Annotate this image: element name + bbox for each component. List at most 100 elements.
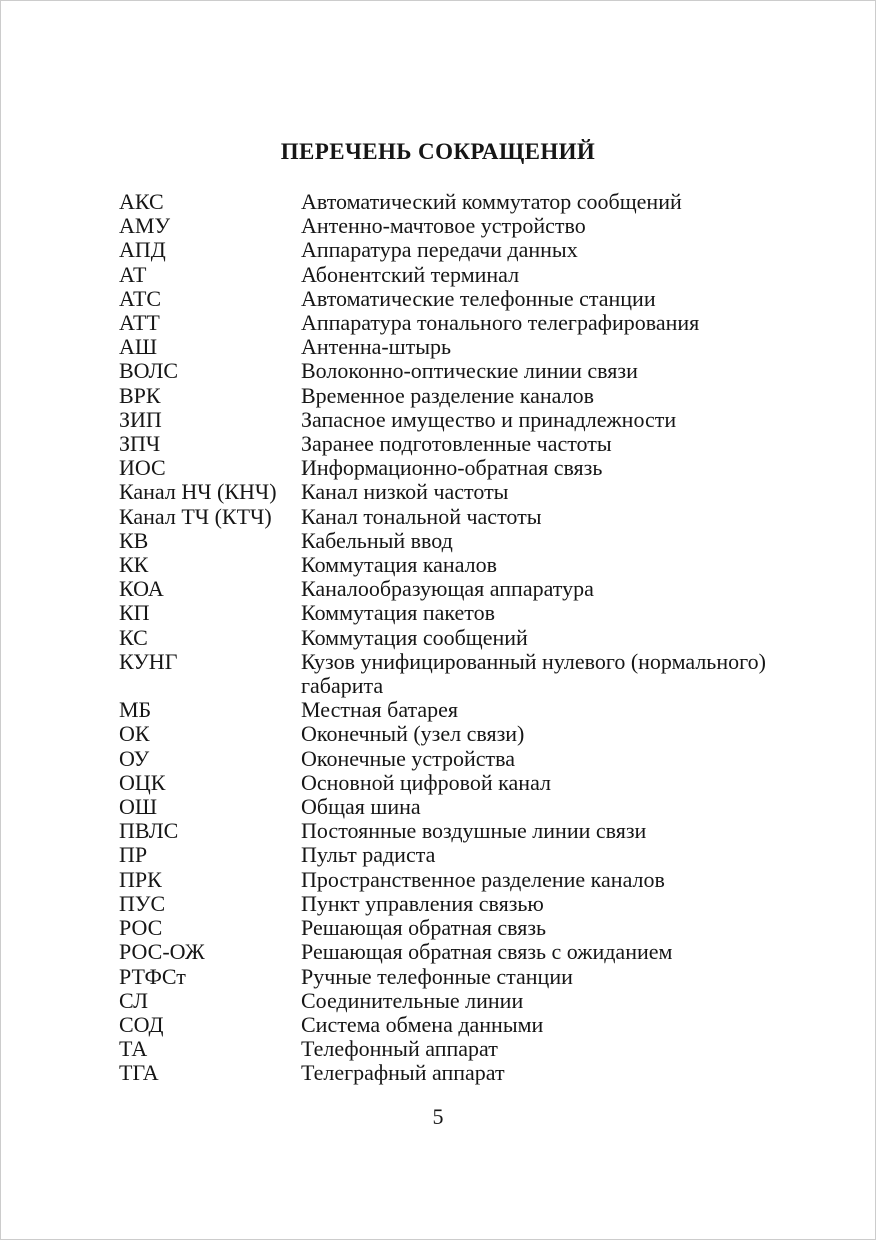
definition: Пункт управления связью <box>301 890 544 916</box>
definition-line: Антенно-мачтовое устройство <box>301 213 586 239</box>
definition-line: Система обмена данными <box>301 1011 544 1037</box>
list-item: КОА Каналообразующая аппаратура <box>119 577 766 601</box>
page-number: 5 <box>432 1104 444 1129</box>
definition-line: Кузов унифицированный нулевого (нормальн… <box>301 648 766 674</box>
definition: Кабельный ввод <box>301 527 453 553</box>
list-item: КП Коммутация пакетов <box>119 601 766 625</box>
abbreviation: ПВЛС <box>119 818 179 844</box>
definition: Коммутация пакетов <box>301 601 495 625</box>
list-item: РТФСт Ручные телефонные станции <box>119 964 766 989</box>
definition-line: Пункт управления связью <box>301 890 544 916</box>
definition-line: Абонентский терминал <box>301 261 520 287</box>
definition: Информационно-обратная связь <box>301 456 602 480</box>
definition: Основной цифровой канал <box>301 770 551 795</box>
definition: Антенно-мачтовое устройство <box>301 214 586 238</box>
list-item: ОУ Оконечные устройства <box>119 745 766 771</box>
list-item: ИОС Информационно-обратная связь <box>119 456 766 480</box>
list-item: КВ Кабельный ввод <box>119 527 766 553</box>
definition-line: Оконечные устройства <box>301 745 515 771</box>
definition: Оконечные устройства <box>301 745 515 771</box>
definition: Телеграфный аппарат <box>301 1061 505 1085</box>
abbreviation: АКС <box>119 189 164 214</box>
definition: Оконечный (узел связи) <box>301 722 524 746</box>
definition: Общая шина <box>301 794 421 819</box>
list-item: Канал ТЧ (КТЧ) Канал тональной частоты <box>119 503 766 529</box>
abbreviation: ТГА <box>119 1060 159 1086</box>
definition: Телефонный аппарат <box>301 1036 498 1061</box>
definition: Решающая обратная связь <box>301 915 547 941</box>
abbreviation: Канал ТЧ (КТЧ) <box>119 503 272 529</box>
abbreviation: АТТ <box>119 310 160 336</box>
list-item: АКС Автоматический коммутатор сообщений <box>119 189 766 214</box>
definition-line: Пульт радиста <box>301 842 436 868</box>
definition: Соединительные линии <box>301 988 523 1013</box>
definition-line: Временное разделение каналов <box>301 382 594 408</box>
abbreviation: ПРК <box>119 866 162 892</box>
definition-line: Канал тональной частоты <box>301 503 542 529</box>
definition: Коммутация сообщений <box>301 624 528 650</box>
abbreviation: ВРК <box>119 382 161 408</box>
page-title: ПЕРЕЧЕНЬ СОКРАЩЕНИЙ <box>280 139 596 164</box>
definition-line: Решающая обратная связь <box>301 915 547 941</box>
list-item: СЛ Соединительные линии <box>119 988 766 1013</box>
list-item: АПД Аппаратура передачи данных <box>119 238 766 262</box>
abbreviation: ЗПЧ <box>119 431 161 457</box>
abbreviation: МБ <box>119 697 152 723</box>
list-item: РОС-ОЖ Решающая обратная связь с ожидание… <box>119 940 766 964</box>
definition-line: Коммутация сообщений <box>301 624 528 650</box>
list-item: АТ Абонентский терминал <box>119 261 766 287</box>
abbreviation: АШ <box>119 334 158 360</box>
abbreviation: АТ <box>119 261 147 287</box>
abbreviation: ОШ <box>119 794 158 820</box>
definition: Аппаратура передачи данных <box>301 238 578 262</box>
list-item: КУНГ Кузов унифицированный нулевого (норм… <box>119 648 766 699</box>
definition: Решающая обратная связь с ожиданием <box>301 940 672 964</box>
list-item: ЗПЧ Заранее подготовленные частоты <box>119 431 766 457</box>
abbreviation: СОД <box>119 1011 164 1037</box>
abbreviation: РОС-ОЖ <box>119 939 205 965</box>
abbreviation-list: АКС Автоматический коммутатор сообщений АМ… <box>119 189 766 1086</box>
definition-line: Антенна-штырь <box>301 334 452 360</box>
list-item: ВОЛС Волоконно-оптические линии связи <box>119 359 766 383</box>
definition: Временное разделение каналов <box>301 382 594 408</box>
abbreviation: Канал НЧ (КНЧ) <box>119 479 277 505</box>
definition-line: габарита <box>301 673 384 699</box>
definition-line: Коммутация каналов <box>301 552 498 578</box>
definition: Запасное имущество и принадлежности <box>301 407 676 432</box>
abbreviation: КОА <box>119 576 164 602</box>
list-item: ПУС Пункт управления связью <box>119 890 766 916</box>
definition: Волоконно-оптические линии связи <box>301 359 638 383</box>
definition: Автоматические телефонные станции <box>301 286 656 311</box>
list-item: ПР Пульт радиста <box>119 843 766 867</box>
definition: Заранее подготовленные частоты <box>301 431 612 457</box>
definition-line: Волоконно-оптические линии связи <box>301 358 638 384</box>
definition: Местная батарея <box>301 698 458 722</box>
abbreviation: ЗИП <box>119 406 162 432</box>
abbreviation: ПР <box>119 842 148 868</box>
abbreviation: ОК <box>119 721 150 747</box>
definition-line: Пространственное разделение каналов <box>301 866 665 892</box>
definition: Автоматический коммутатор сообщений <box>301 189 682 214</box>
definition-line: Каналообразующая аппаратура <box>301 576 594 602</box>
list-item: АТС Автоматические телефонные станции <box>119 286 766 311</box>
definition-line: Информационно-обратная связь <box>301 455 603 481</box>
abbreviation: АМУ <box>119 213 171 239</box>
list-item: ЗИП Запасное имущество и принадлежности <box>119 406 766 432</box>
abbreviation: КВ <box>119 527 149 553</box>
definition: Кузов унифицированный нулевого (нормальн… <box>301 648 766 699</box>
abbreviation: ОУ <box>119 745 150 771</box>
definition-line: Кабельный ввод <box>301 527 453 553</box>
list-item: АТТ Аппаратура тонального телеграфировани… <box>119 310 766 336</box>
definition-line: Постоянные воздушные линии связи <box>301 818 647 844</box>
definition: Канал низкой частоты <box>301 480 508 504</box>
abbreviation: КС <box>119 624 148 650</box>
abbreviation: ОЦК <box>119 769 166 795</box>
list-item: ОК Оконечный (узел связи) <box>119 722 766 746</box>
list-item: АМУ Антенно-мачтовое устройство <box>119 214 766 238</box>
list-item: АШ Антенна-штырь <box>119 335 766 359</box>
abbreviation: ПУС <box>119 890 166 916</box>
abbreviation: ВОЛС <box>119 358 179 384</box>
definition-line: Аппаратура тонального телеграфирования <box>301 310 700 336</box>
definition-line: Заранее подготовленные частоты <box>301 431 612 457</box>
list-item: Канал НЧ (КНЧ) Канал низкой частоты <box>119 480 766 504</box>
